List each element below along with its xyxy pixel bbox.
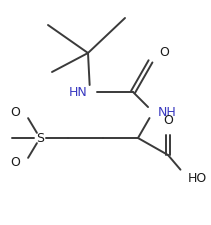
Text: NH: NH <box>158 106 177 119</box>
Text: O: O <box>159 47 169 59</box>
Text: O: O <box>10 157 20 169</box>
Text: HN: HN <box>68 86 87 99</box>
Text: O: O <box>163 114 173 127</box>
Text: HO: HO <box>188 171 207 184</box>
Text: S: S <box>36 131 44 144</box>
Text: O: O <box>10 106 20 119</box>
